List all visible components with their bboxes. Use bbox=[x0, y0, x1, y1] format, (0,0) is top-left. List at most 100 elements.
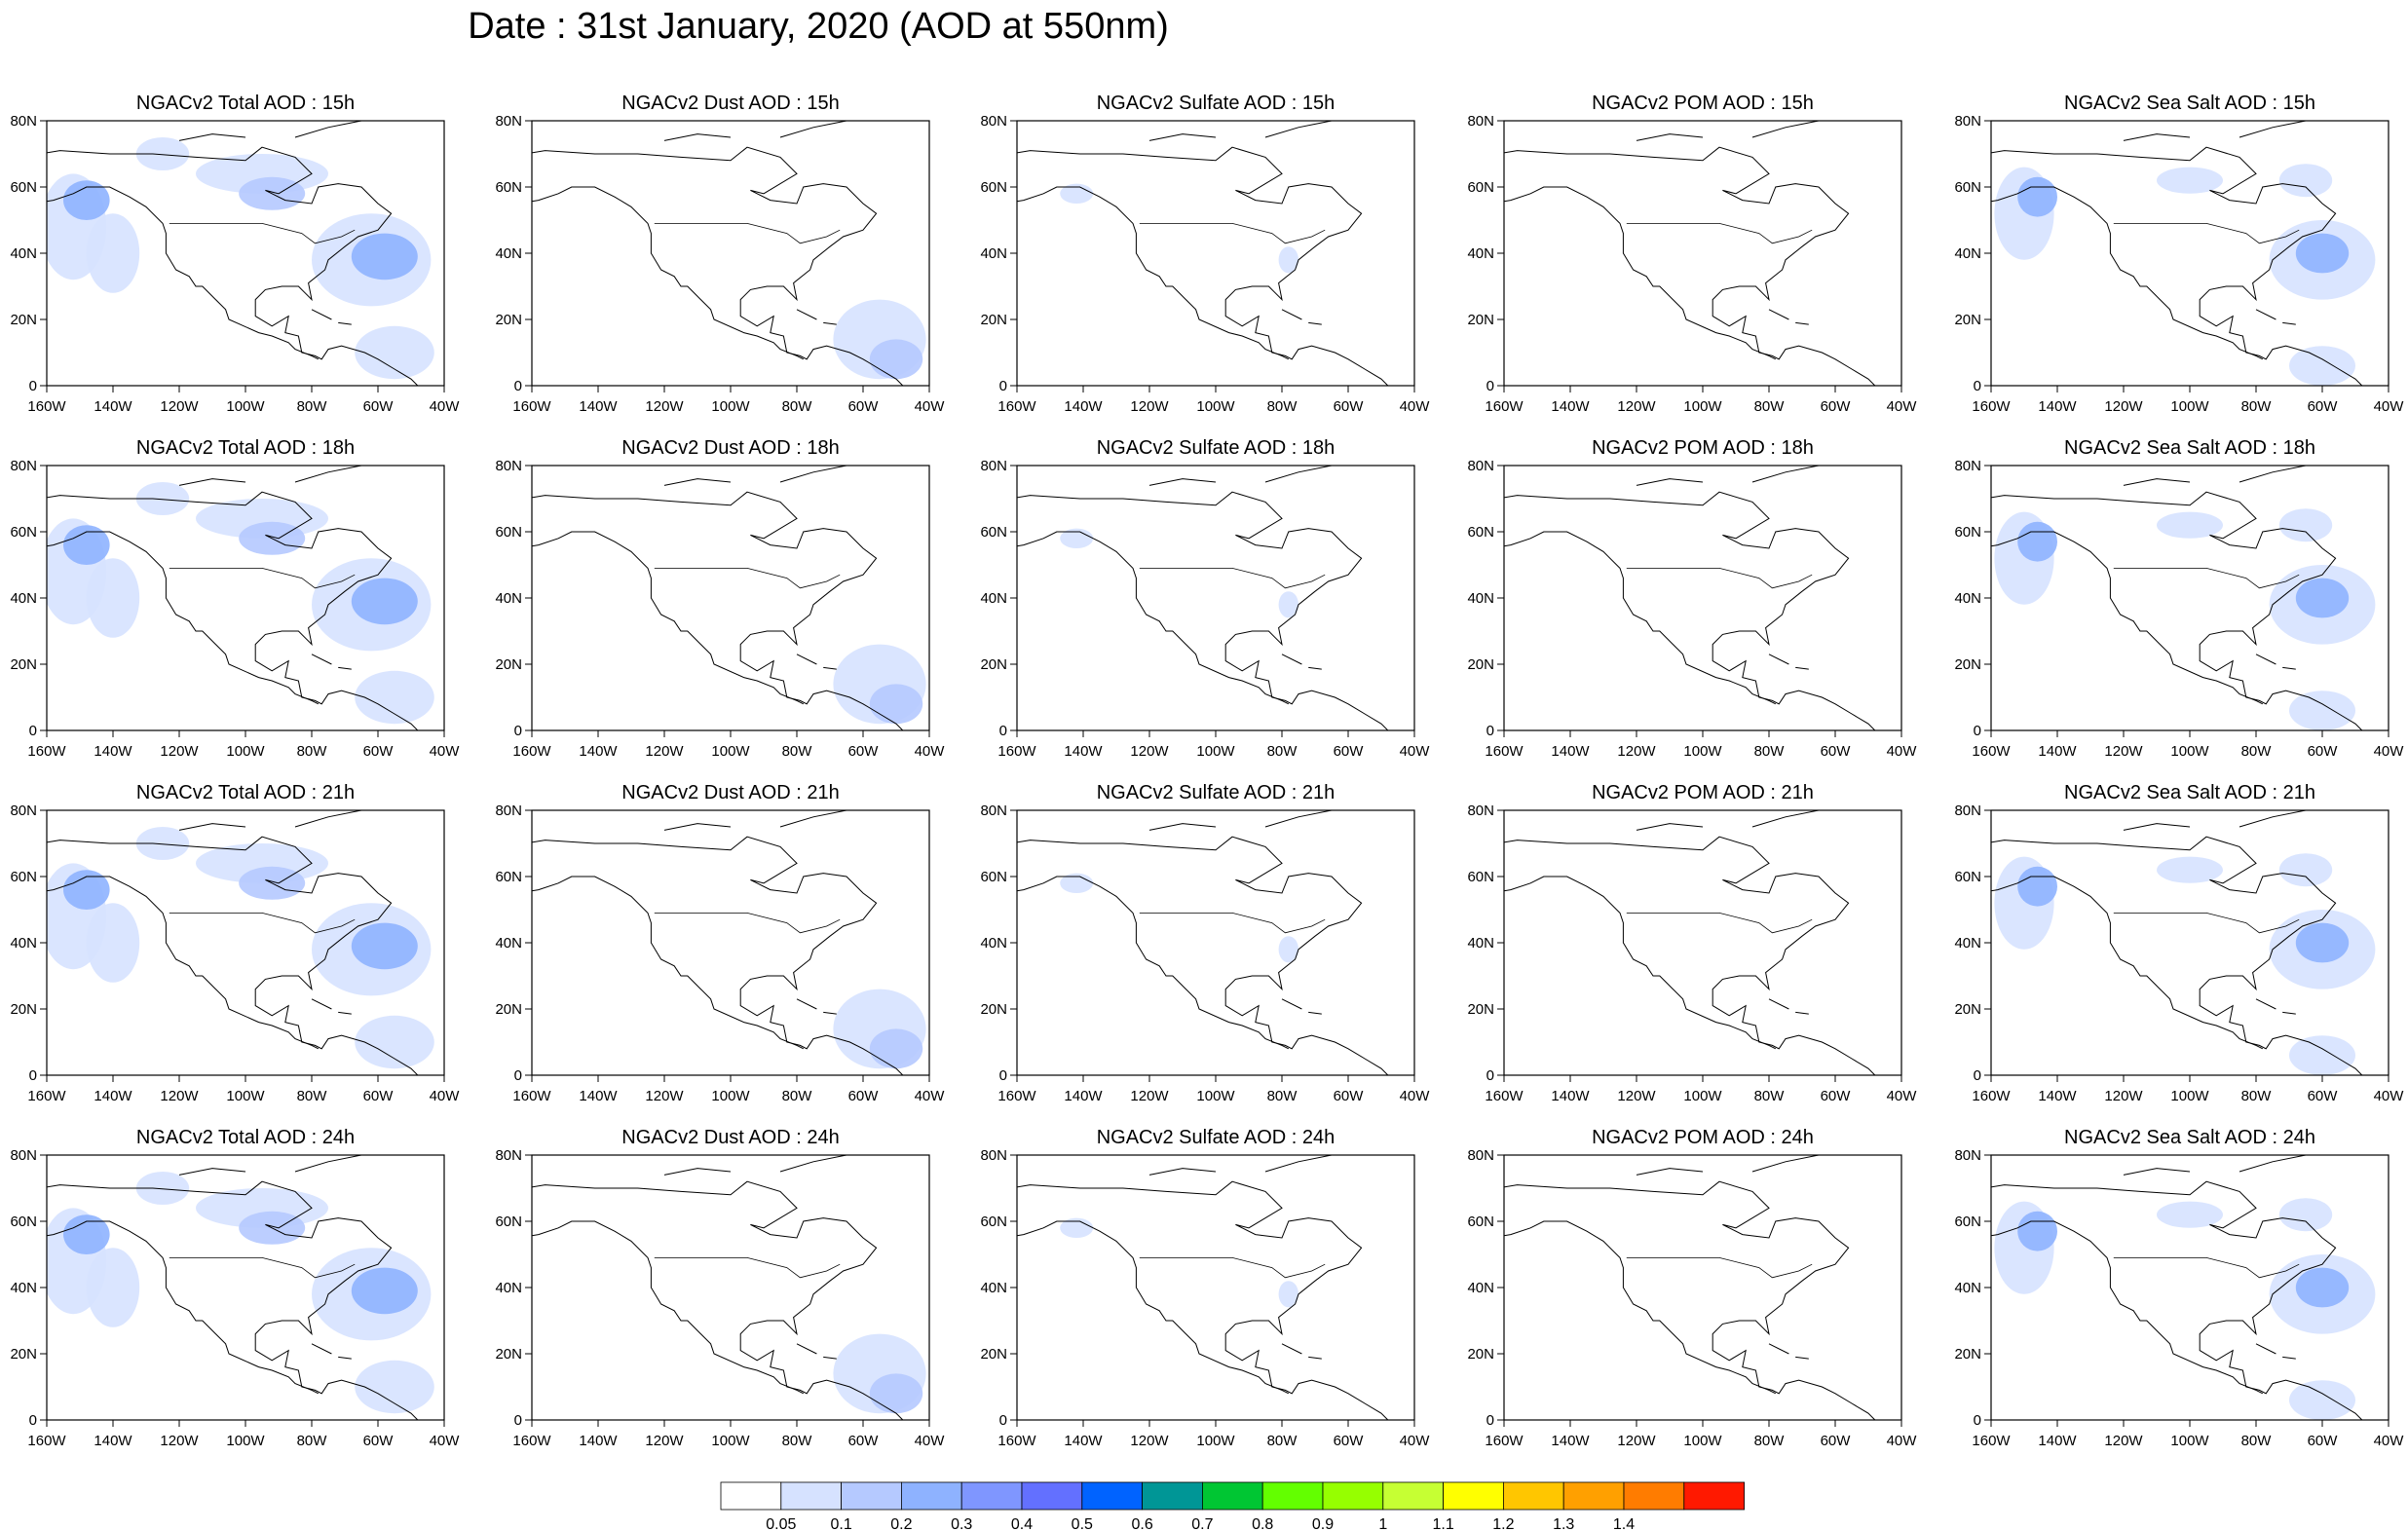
lon-tick-label: 60W bbox=[1334, 1088, 1365, 1104]
lat-tick-label: 60N bbox=[495, 179, 522, 196]
lat-tick-label: 20N bbox=[1954, 1001, 1981, 1018]
lon-tick-label: 100W bbox=[1196, 743, 1235, 760]
aod-field bbox=[833, 644, 926, 725]
lon-tick-label: 120W bbox=[1130, 398, 1169, 415]
lon-tick-label: 100W bbox=[1196, 1088, 1235, 1104]
lon-tick-label: 60W bbox=[848, 398, 880, 415]
lat-tick-label: 40N bbox=[980, 1280, 1007, 1296]
lon-tick-label: 140W bbox=[1551, 398, 1590, 415]
aod-field bbox=[47, 1172, 434, 1414]
lon-tick-label: 160W bbox=[27, 743, 66, 760]
lat-tick-label: 20N bbox=[495, 656, 522, 673]
map-panel-3-1: NGACv2 Total AOD : 21h 160W 140W 120W 100W 80… bbox=[10, 782, 460, 1104]
lon-tick-label: 140W bbox=[94, 1088, 132, 1104]
lon-tick-label: 160W bbox=[27, 1433, 66, 1449]
coastline bbox=[532, 121, 904, 386]
lat-tick-label: 20N bbox=[1954, 1346, 1981, 1363]
aod-field bbox=[833, 299, 926, 380]
lat-tick-label: 20N bbox=[1954, 312, 1981, 328]
lon-tick-label: 40W bbox=[1400, 1088, 1431, 1104]
lon-tick-label: 100W bbox=[711, 398, 750, 415]
panel-title: NGACv2 Sulfate AOD : 21h bbox=[1097, 782, 1336, 803]
lat-tick-label: 80N bbox=[980, 803, 1007, 819]
coastline bbox=[1504, 810, 1876, 1075]
coastline bbox=[47, 466, 419, 730]
colorbar-box bbox=[720, 1481, 782, 1511]
colorbar-label: 0.9 bbox=[1312, 1516, 1334, 1531]
lat-tick-label: 80N bbox=[1467, 113, 1494, 130]
panel-title: NGACv2 POM AOD : 18h bbox=[1592, 437, 1814, 459]
coastline bbox=[47, 810, 419, 1075]
lon-tick-label: 40W bbox=[1887, 1088, 1918, 1104]
colorbar-box bbox=[1202, 1481, 1263, 1511]
lon-tick-label: 100W bbox=[226, 743, 265, 760]
lat-tick-label: 60N bbox=[980, 869, 1007, 885]
coastline bbox=[532, 466, 904, 730]
lon-tick-label: 40W bbox=[2374, 743, 2405, 760]
colorbar-box bbox=[1322, 1481, 1384, 1511]
map-panel-2-3: NGACv2 Sulfate AOD : 18h 160W 140W 120W 100W… bbox=[980, 437, 1430, 760]
lon-tick-label: 60W bbox=[1334, 398, 1365, 415]
colorbar-label: 0.4 bbox=[1011, 1516, 1033, 1531]
colorbar-label: 0.6 bbox=[1131, 1516, 1152, 1531]
lon-tick-label: 80W bbox=[1754, 743, 1786, 760]
lon-tick-label: 40W bbox=[2374, 1088, 2405, 1104]
lat-tick-label: 0 bbox=[29, 378, 37, 394]
lon-tick-label: 120W bbox=[1617, 743, 1656, 760]
lat-tick-label: 60N bbox=[980, 524, 1007, 541]
lat-tick-label: 40N bbox=[1467, 935, 1494, 952]
lat-tick-label: 40N bbox=[495, 935, 522, 952]
colorbar-box bbox=[1081, 1481, 1144, 1511]
aod-field bbox=[1060, 183, 1299, 274]
lon-tick-label: 140W bbox=[1064, 398, 1103, 415]
colorbar-label: 0.8 bbox=[1252, 1516, 1273, 1531]
coastline bbox=[1017, 1155, 1389, 1420]
lon-tick-label: 80W bbox=[1267, 1433, 1298, 1449]
lon-tick-label: 80W bbox=[2241, 398, 2273, 415]
lat-tick-label: 0 bbox=[999, 723, 1007, 739]
lon-tick-label: 80W bbox=[297, 743, 328, 760]
colorbar-box bbox=[1443, 1481, 1504, 1511]
aod-field bbox=[1060, 528, 1299, 618]
lon-tick-label: 40W bbox=[430, 743, 461, 760]
lat-tick-label: 40N bbox=[980, 245, 1007, 262]
colorbar-box bbox=[780, 1481, 842, 1511]
lon-tick-label: 120W bbox=[1130, 743, 1169, 760]
aod-field bbox=[1994, 508, 2376, 730]
lon-tick-label: 40W bbox=[1400, 398, 1431, 415]
lon-tick-label: 60W bbox=[1334, 743, 1365, 760]
aod-field bbox=[1994, 164, 2376, 386]
panel-title: NGACv2 Total AOD : 21h bbox=[136, 782, 355, 803]
lon-tick-label: 160W bbox=[1972, 398, 2011, 415]
figure-title: Date : 31st January, 2020 (AOD at 550nm) bbox=[468, 6, 1169, 47]
lat-tick-label: 80N bbox=[1467, 458, 1494, 474]
lat-tick-label: 80N bbox=[1467, 1147, 1494, 1164]
map-panel-4-1: NGACv2 Total AOD : 24h 160W 140W 120W 100W 80… bbox=[10, 1127, 460, 1449]
panel-title: NGACv2 Sulfate AOD : 15h bbox=[1097, 93, 1336, 114]
lon-tick-label: 140W bbox=[1064, 743, 1103, 760]
lon-tick-label: 80W bbox=[782, 1088, 813, 1104]
lon-tick-label: 60W bbox=[1821, 398, 1852, 415]
lat-tick-label: 0 bbox=[1486, 1067, 1494, 1084]
map-panel-4-4: NGACv2 POM AOD : 24h 160W 140W 120W 100W 80W 6… bbox=[1467, 1127, 1917, 1449]
lon-tick-label: 160W bbox=[512, 743, 551, 760]
lon-tick-label: 80W bbox=[1267, 398, 1298, 415]
lat-tick-label: 0 bbox=[29, 1067, 37, 1084]
lat-tick-label: 60N bbox=[1467, 1214, 1494, 1230]
lat-tick-label: 80N bbox=[495, 803, 522, 819]
lon-tick-label: 140W bbox=[1064, 1433, 1103, 1449]
lat-tick-label: 40N bbox=[495, 590, 522, 607]
lat-tick-label: 20N bbox=[10, 312, 37, 328]
lat-tick-label: 0 bbox=[1974, 1067, 1981, 1084]
lat-tick-label: 0 bbox=[1974, 1412, 1981, 1429]
lon-tick-label: 160W bbox=[1485, 398, 1524, 415]
lon-tick-label: 100W bbox=[226, 1088, 265, 1104]
lon-tick-label: 60W bbox=[2308, 398, 2339, 415]
lat-tick-label: 60N bbox=[1954, 869, 1981, 885]
lon-tick-label: 120W bbox=[645, 743, 684, 760]
colorbar-box bbox=[1021, 1481, 1083, 1511]
lat-tick-label: 0 bbox=[1486, 378, 1494, 394]
lon-tick-label: 140W bbox=[579, 1088, 618, 1104]
panel-title: NGACv2 Sulfate AOD : 24h bbox=[1097, 1127, 1336, 1148]
